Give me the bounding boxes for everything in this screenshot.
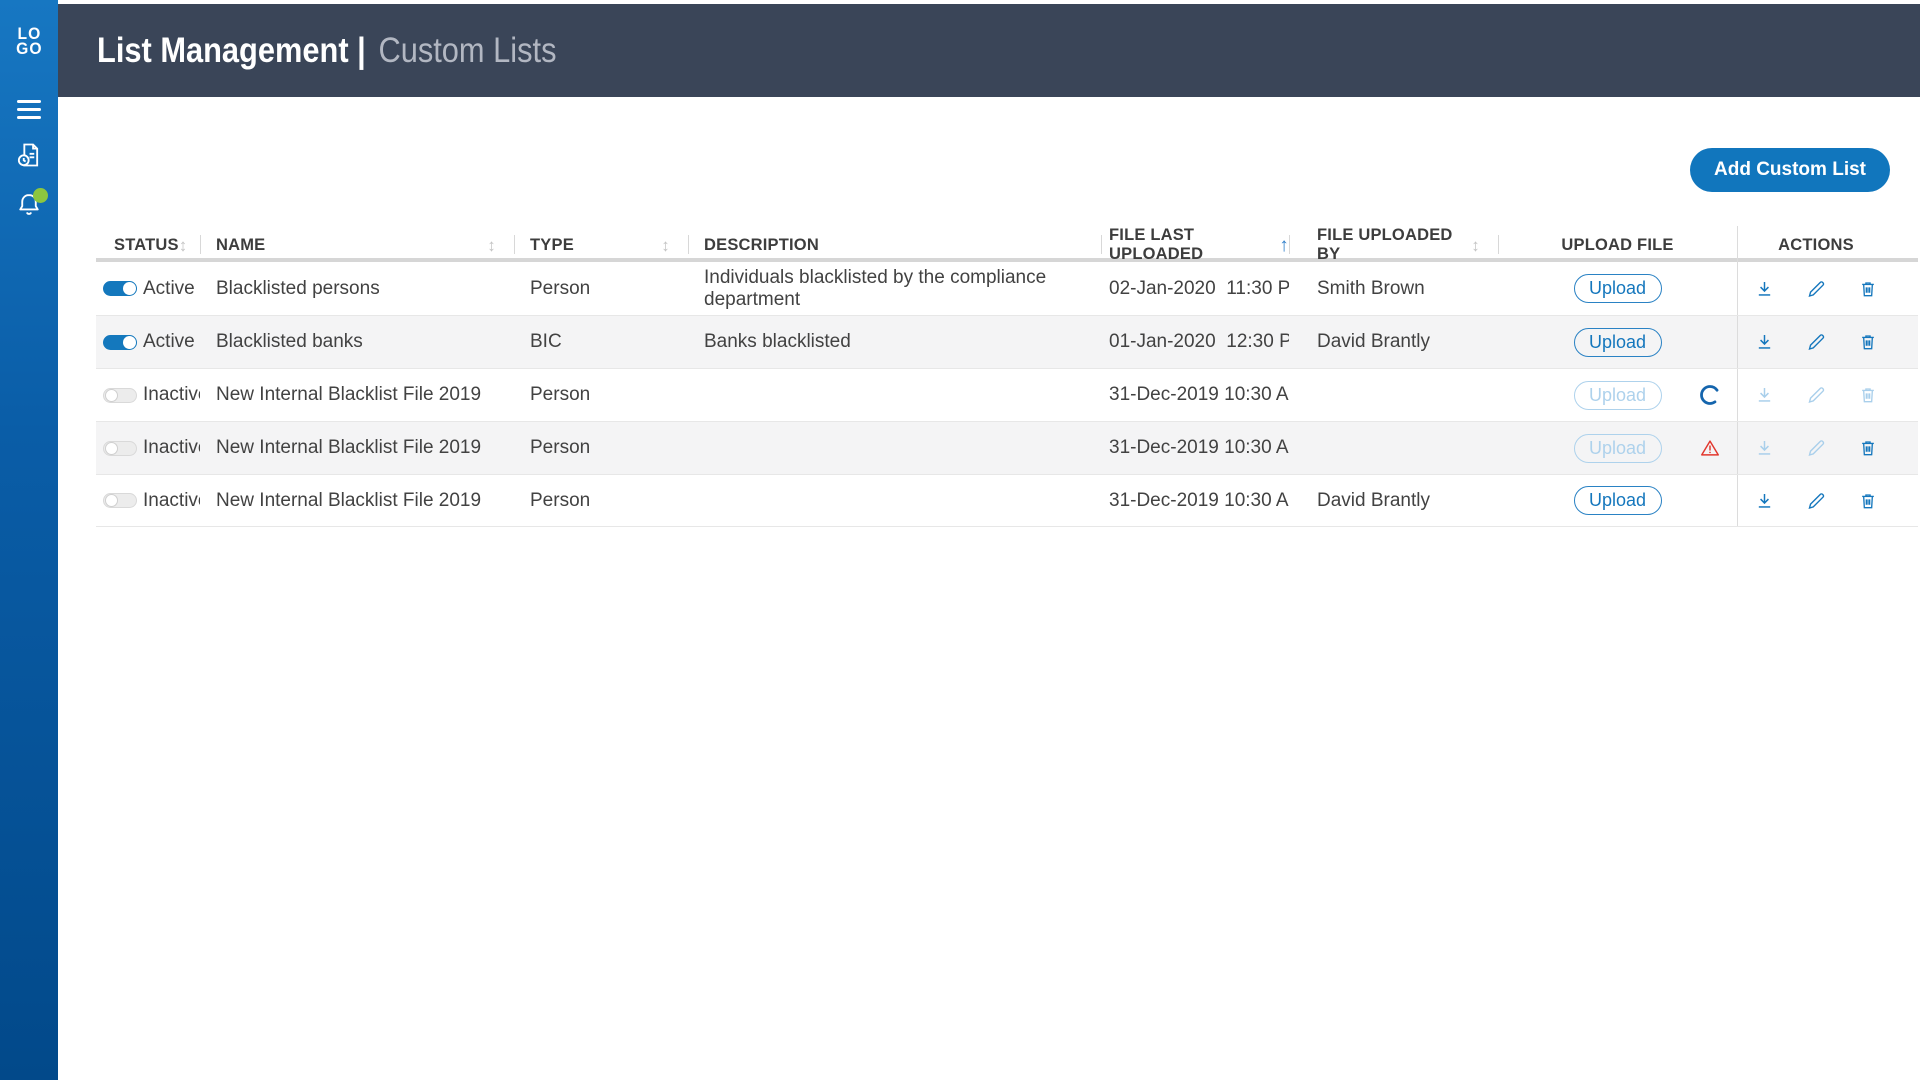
status-label: Active xyxy=(143,331,195,352)
file-uploaded-by-cell xyxy=(1289,422,1498,474)
description-cell xyxy=(688,369,1101,421)
description-cell: Individuals blacklisted by the complianc… xyxy=(704,266,1047,310)
column-header-name[interactable]: NAME ↕ xyxy=(200,226,514,264)
upload-button[interactable]: Upload xyxy=(1573,433,1662,463)
file-last-uploaded-cell: 31-Dec-2019 10:30 AM xyxy=(1109,437,1289,458)
edit-icon[interactable] xyxy=(1806,490,1827,512)
edit-icon[interactable] xyxy=(1806,331,1827,353)
type-cell: Person xyxy=(530,437,591,458)
download-icon[interactable] xyxy=(1754,331,1775,353)
type-cell: Person xyxy=(530,489,591,511)
sort-icon[interactable]: ↕ xyxy=(178,235,188,255)
page-title: List Management | Custom Lists xyxy=(97,31,556,71)
sidebar: LO GO xyxy=(0,0,58,1080)
status-toggle[interactable] xyxy=(103,281,137,296)
document-history-icon[interactable] xyxy=(15,141,43,169)
name-cell: Blacklisted banks xyxy=(216,331,363,352)
status-label: Inactive xyxy=(143,384,200,405)
logo-line1: LO xyxy=(17,24,41,43)
sort-icon[interactable]: ↕ xyxy=(487,235,496,255)
description-cell xyxy=(688,475,1101,526)
column-header-file-last-uploaded[interactable]: FILE LAST UPLOADED ↑ xyxy=(1101,226,1289,264)
spinner-icon xyxy=(1699,384,1721,406)
file-uploaded-by-cell: David Brantly xyxy=(1317,489,1430,511)
file-last-uploaded-cell: 31-Dec-2019 10:30 AM xyxy=(1109,489,1289,511)
description-cell xyxy=(688,422,1101,474)
custom-lists-table: STATUS ↕ NAME ↕ TYPE ↕ DESCRIPTION FILE … xyxy=(96,226,1918,527)
column-header-status[interactable]: STATUS ↕ xyxy=(114,235,188,255)
file-last-uploaded-cell: 01-Jan-2020 12:30 PM xyxy=(1109,331,1289,352)
sort-icon[interactable]: ↕ xyxy=(1471,235,1480,255)
column-header-actions: ACTIONS xyxy=(1737,226,1918,264)
add-custom-list-button[interactable]: Add Custom List xyxy=(1690,148,1890,192)
upload-button[interactable]: Upload xyxy=(1573,274,1662,303)
file-uploaded-by-cell xyxy=(1289,369,1498,421)
name-cell: Blacklisted persons xyxy=(216,277,380,299)
upload-button[interactable]: Upload xyxy=(1573,486,1662,515)
warning-icon xyxy=(1699,437,1721,459)
delete-icon[interactable] xyxy=(1858,331,1879,353)
table-row: Active Blacklisted banks BIC Banks black… xyxy=(96,315,1918,368)
edit-icon[interactable] xyxy=(1806,278,1827,300)
upload-button[interactable]: Upload xyxy=(1573,327,1662,357)
edit-icon[interactable] xyxy=(1806,384,1827,406)
sort-icon[interactable]: ↕ xyxy=(661,235,670,255)
edit-icon[interactable] xyxy=(1806,437,1827,459)
status-toggle[interactable] xyxy=(103,334,137,350)
main-content: Add Custom List STATUS ↕ NAME ↕ TYPE ↕ D… xyxy=(58,148,1920,527)
column-header-file-uploaded-by[interactable]: FILE UPLOADED BY ↕ xyxy=(1289,226,1498,264)
column-header-description[interactable]: DESCRIPTION xyxy=(688,226,1101,264)
name-cell: New Internal Blacklist File 2019 xyxy=(216,489,482,511)
logo-line2: GO xyxy=(15,39,43,58)
type-cell: Person xyxy=(530,384,591,405)
name-cell: New Internal Blacklist File 2019 xyxy=(216,437,482,458)
status-toggle[interactable] xyxy=(103,440,137,456)
page-title-secondary: Custom Lists xyxy=(378,30,557,70)
page-header: List Management | Custom Lists xyxy=(58,4,1920,97)
table-row: Inactive New Internal Blacklist File 201… xyxy=(96,474,1918,527)
table-row: Inactive New Internal Blacklist File 201… xyxy=(96,421,1918,474)
column-header-upload-file: UPLOAD FILE xyxy=(1498,226,1737,264)
sort-asc-icon[interactable]: ↑ xyxy=(1279,234,1289,256)
table-row: Inactive New Internal Blacklist File 201… xyxy=(96,368,1918,421)
download-icon[interactable] xyxy=(1754,384,1775,406)
name-cell: New Internal Blacklist File 2019 xyxy=(216,384,482,405)
download-icon[interactable] xyxy=(1754,437,1775,459)
delete-icon[interactable] xyxy=(1858,437,1879,459)
file-uploaded-by-cell: Smith Brown xyxy=(1317,277,1425,299)
status-toggle[interactable] xyxy=(103,493,137,508)
menu-icon[interactable] xyxy=(17,100,41,119)
column-header-type[interactable]: TYPE ↕ xyxy=(514,226,688,264)
file-uploaded-by-cell: David Brantly xyxy=(1317,331,1430,352)
delete-icon[interactable] xyxy=(1858,384,1879,406)
table-header: STATUS ↕ NAME ↕ TYPE ↕ DESCRIPTION FILE … xyxy=(96,226,1918,264)
notification-badge xyxy=(33,188,48,203)
page-title-primary: List Management | xyxy=(97,30,366,70)
file-last-uploaded-cell: 31-Dec-2019 10:30 AM xyxy=(1109,384,1289,405)
table-row: Active Blacklisted persons Person Indivi… xyxy=(96,262,1918,315)
download-icon[interactable] xyxy=(1754,490,1775,512)
status-label: Active xyxy=(143,277,195,299)
description-cell: Banks blacklisted xyxy=(704,331,851,352)
download-icon[interactable] xyxy=(1754,278,1775,300)
file-last-uploaded-cell: 02-Jan-2020 11:30 PM xyxy=(1109,277,1289,299)
logo: LO GO xyxy=(15,24,43,58)
upload-button[interactable]: Upload xyxy=(1573,380,1662,410)
status-label: Inactive xyxy=(143,437,200,458)
notifications-icon[interactable] xyxy=(15,188,48,219)
type-cell: Person xyxy=(530,277,591,299)
delete-icon[interactable] xyxy=(1858,278,1879,300)
status-toggle[interactable] xyxy=(103,387,137,403)
status-label: Inactive xyxy=(143,489,200,511)
type-cell: BIC xyxy=(530,331,562,352)
delete-icon[interactable] xyxy=(1858,490,1879,512)
